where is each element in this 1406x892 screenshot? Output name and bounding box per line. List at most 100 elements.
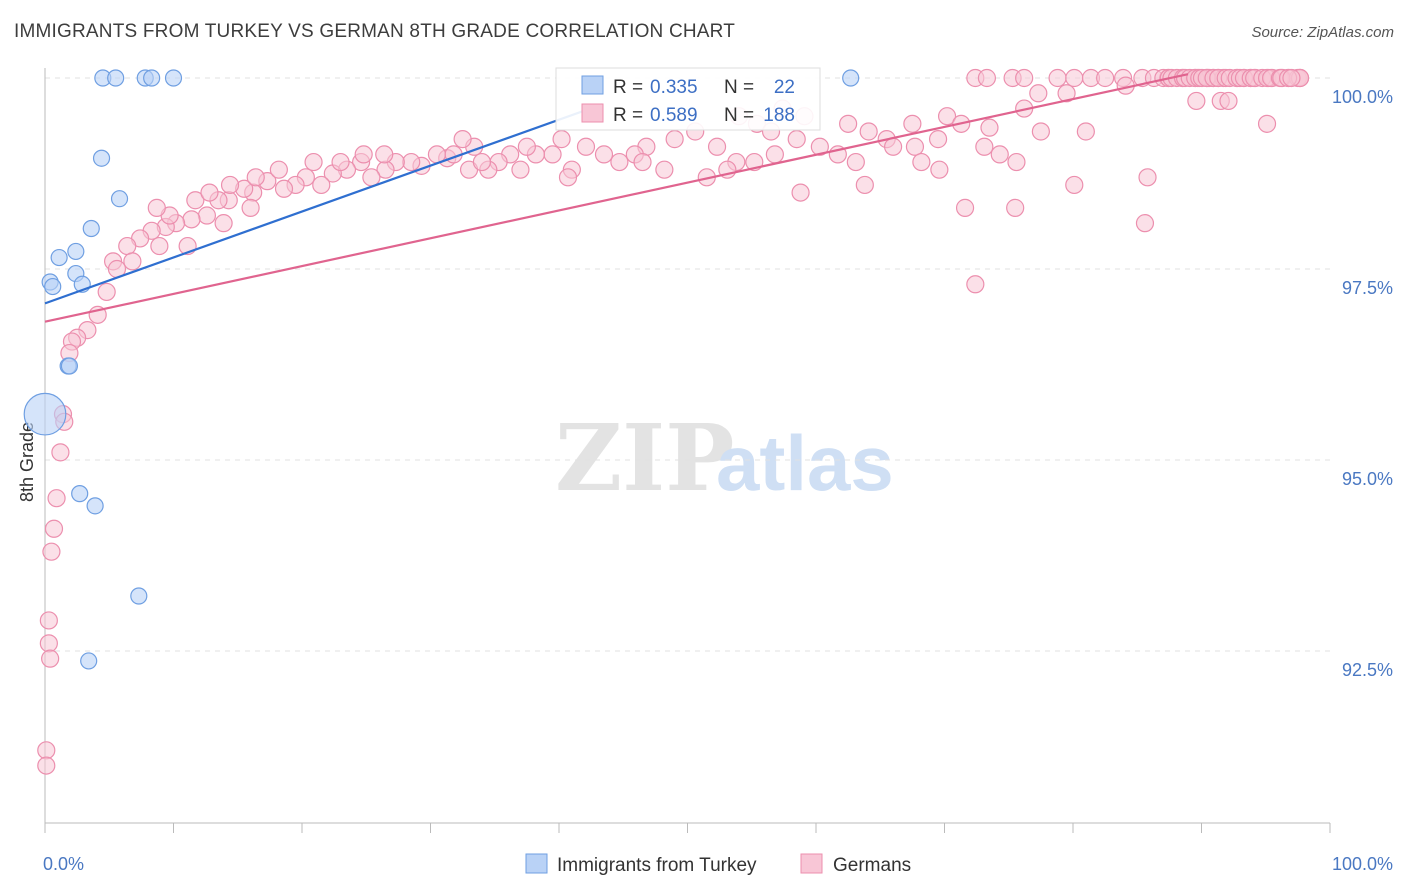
data-point-germans [576, 137, 596, 156]
stat-r-value-germans: 0.589 [650, 105, 698, 126]
data-point-germans [558, 168, 578, 187]
data-point-germans [912, 152, 931, 172]
data-point-germans [839, 114, 858, 133]
data-point-germans [633, 152, 652, 172]
data-point-germans [787, 130, 806, 149]
data-point-germans [552, 130, 571, 149]
data-point-germans [810, 137, 829, 156]
data-point-turkey [82, 219, 100, 238]
data-point-germans [665, 130, 684, 149]
data-point-germans [1015, 68, 1034, 88]
data-point-germans [118, 236, 137, 256]
bottom-legend: Immigrants from Turkey Germans [525, 853, 911, 876]
data-point-germans [966, 275, 985, 294]
data-point-germans [975, 137, 994, 156]
data-point-germans [594, 145, 614, 164]
stat-swatch-germans [581, 103, 604, 123]
data-point-germans [123, 252, 142, 271]
stat-n-label-germans: N = [724, 105, 754, 126]
data-point-germans [41, 649, 60, 668]
legend-label-turkey: Immigrants from Turkey [557, 855, 757, 876]
data-point-germans [928, 130, 948, 149]
data-point-germans [1057, 84, 1076, 103]
data-point-germans [930, 160, 949, 179]
series-turkey [23, 69, 860, 670]
data-point-germans [855, 175, 874, 195]
trendline-turkey [44, 103, 603, 305]
data-point-germans [1031, 122, 1050, 141]
data-point-germans [1187, 91, 1206, 111]
y-axis-title: 8th Grade [17, 422, 37, 502]
data-point-germans [1076, 122, 1095, 141]
watermark-zip: ZIP [555, 404, 734, 512]
data-point-turkey [110, 190, 129, 208]
data-point-germans [220, 175, 240, 195]
data-point-germans [150, 236, 169, 256]
data-point-germans [304, 152, 323, 172]
watermark: ZIP atlas [555, 404, 894, 512]
data-point-germans [274, 179, 294, 198]
stat-legend-box: R = 0.335 N = 22 R = 0.589 N = 188 [555, 67, 821, 131]
trendlines [44, 73, 1189, 323]
data-point-turkey [71, 485, 89, 503]
x-tick-label-max: 100.0% [1332, 854, 1393, 874]
data-point-germans [42, 542, 61, 561]
data-point-germans [846, 152, 865, 172]
stat-n-value-germans: 188 [763, 105, 795, 126]
data-point-germans [977, 68, 997, 88]
data-point-germans [1282, 68, 1301, 88]
data-point-turkey [130, 587, 148, 605]
data-point-germans [214, 214, 233, 233]
stat-n-value-turkey: 22 [774, 77, 795, 98]
x-ticks [44, 823, 1331, 833]
data-point-germans [197, 206, 217, 225]
data-point-germans [241, 198, 260, 217]
y-tick-label: 100.0% [1332, 87, 1393, 107]
data-point-germans [610, 152, 629, 172]
data-point-germans [375, 145, 394, 164]
legend-label-germans: Germans [833, 855, 911, 876]
data-point-germans [1219, 91, 1238, 111]
data-point-germans [182, 210, 201, 229]
data-point-germans [453, 130, 472, 149]
data-point-germans [97, 282, 116, 302]
data-point-germans [1048, 68, 1067, 88]
data-point-germans [1138, 168, 1157, 187]
data-point-germans [246, 168, 265, 187]
data-point-germans [859, 122, 878, 141]
legend-swatch-germans [800, 853, 823, 874]
stat-r-label-turkey: R = [613, 77, 643, 98]
data-point-turkey [842, 69, 860, 87]
data-point-germans [883, 137, 903, 156]
legend-swatch-turkey [525, 853, 548, 874]
data-point-germans [37, 756, 56, 775]
stat-n-label-turkey: N = [724, 77, 754, 98]
data-point-turkey [92, 149, 111, 167]
data-point-germans [1135, 214, 1155, 233]
y-tick-label: 92.5% [1342, 660, 1393, 680]
data-point-germans [269, 160, 288, 179]
data-point-germans [1096, 68, 1115, 88]
data-point-germans [354, 145, 373, 164]
chart-title: IMMIGRANTS FROM TURKEY VS GERMAN 8TH GRA… [14, 21, 736, 42]
data-point-turkey [67, 242, 85, 261]
data-point-germans [955, 198, 975, 217]
data-point-turkey [80, 652, 98, 670]
y-tick-label: 97.5% [1342, 278, 1393, 298]
data-point-germans [39, 634, 58, 653]
data-point-germans [1006, 198, 1025, 217]
data-point-turkey [86, 497, 104, 515]
data-point-germans [980, 118, 999, 137]
stat-swatch-turkey [581, 75, 604, 95]
data-point-germans [903, 114, 922, 133]
data-point-germans [1257, 114, 1277, 133]
y-tick-labels: 92.5% 95.0% 97.5% 100.0% [1332, 87, 1393, 680]
data-point-germans [1065, 68, 1084, 88]
data-point-germans [1029, 84, 1048, 103]
data-point-germans [517, 137, 536, 156]
data-point-turkey [164, 69, 183, 87]
data-point-turkey [50, 248, 68, 267]
data-point-germans [543, 145, 562, 164]
data-point-turkey [23, 392, 67, 436]
